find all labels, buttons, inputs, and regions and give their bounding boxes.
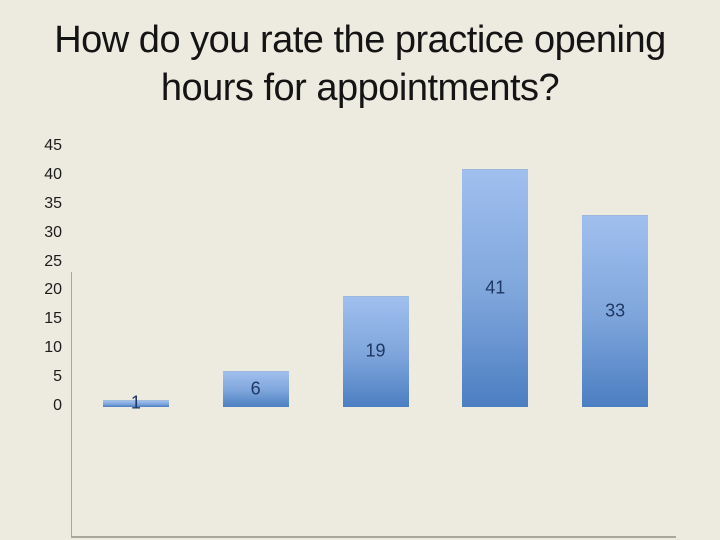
bar-fair	[222, 371, 289, 407]
bar-value-label: 6	[250, 378, 261, 399]
bar-value-label: 1	[130, 392, 141, 413]
y-tick-label: 40	[44, 165, 62, 183]
x-axis-line	[71, 536, 676, 538]
bar-value-label: 19	[365, 340, 386, 361]
y-tick-label: 10	[44, 339, 62, 357]
slide-title-line1: How do you rate the practice opening	[54, 19, 666, 61]
bar-poor	[102, 400, 169, 407]
y-tick-label: 15	[44, 310, 62, 328]
y-tick-label: 35	[44, 194, 62, 212]
y-tick-label: 0	[53, 397, 62, 414]
y-tick-label: 30	[44, 223, 62, 241]
bar-good	[342, 296, 409, 407]
bar-value-label: 33	[605, 300, 626, 321]
slide-title: How do you rate the practice opening hou…	[0, 16, 720, 112]
y-tick-label: 45	[44, 137, 62, 154]
y-tick-label: 25	[44, 252, 62, 270]
y-axis-line	[71, 272, 72, 537]
slide-title-line2: hours for appointments?	[160, 67, 560, 109]
y-tick-label: 20	[44, 281, 62, 299]
bar-excellent	[582, 215, 649, 407]
y-tick-label: 5	[53, 368, 62, 386]
bar-value-label: 41	[485, 277, 506, 298]
bar-very-good	[462, 169, 529, 407]
